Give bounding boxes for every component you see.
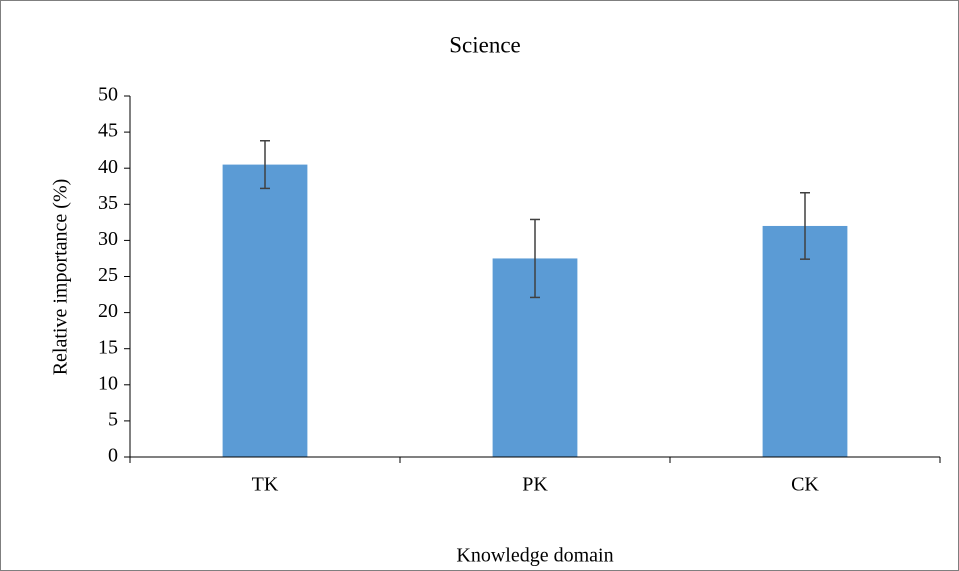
y-tick-label: 5 — [108, 408, 118, 430]
y-tick-label: 35 — [98, 192, 118, 214]
y-tick-label: 0 — [108, 445, 118, 467]
chart-title: Science — [449, 32, 521, 57]
y-tick-label: 25 — [98, 264, 118, 286]
y-tick-label: 15 — [98, 336, 118, 358]
y-tick-label: 10 — [98, 372, 118, 394]
y-tick-label: 40 — [98, 156, 118, 178]
y-tick-label: 20 — [98, 300, 118, 322]
x-tick-label: PK — [522, 474, 548, 496]
y-tick-label: 45 — [98, 120, 118, 142]
y-axis-label: Relative importance (%) — [50, 179, 72, 376]
y-tick-label: 50 — [98, 84, 118, 106]
x-tick-label: CK — [791, 474, 819, 496]
y-tick-label: 30 — [98, 228, 118, 250]
bar — [222, 164, 308, 457]
x-tick-label: TK — [252, 474, 279, 496]
bar — [762, 225, 848, 457]
x-axis-label: Knowledge domain — [456, 545, 613, 567]
